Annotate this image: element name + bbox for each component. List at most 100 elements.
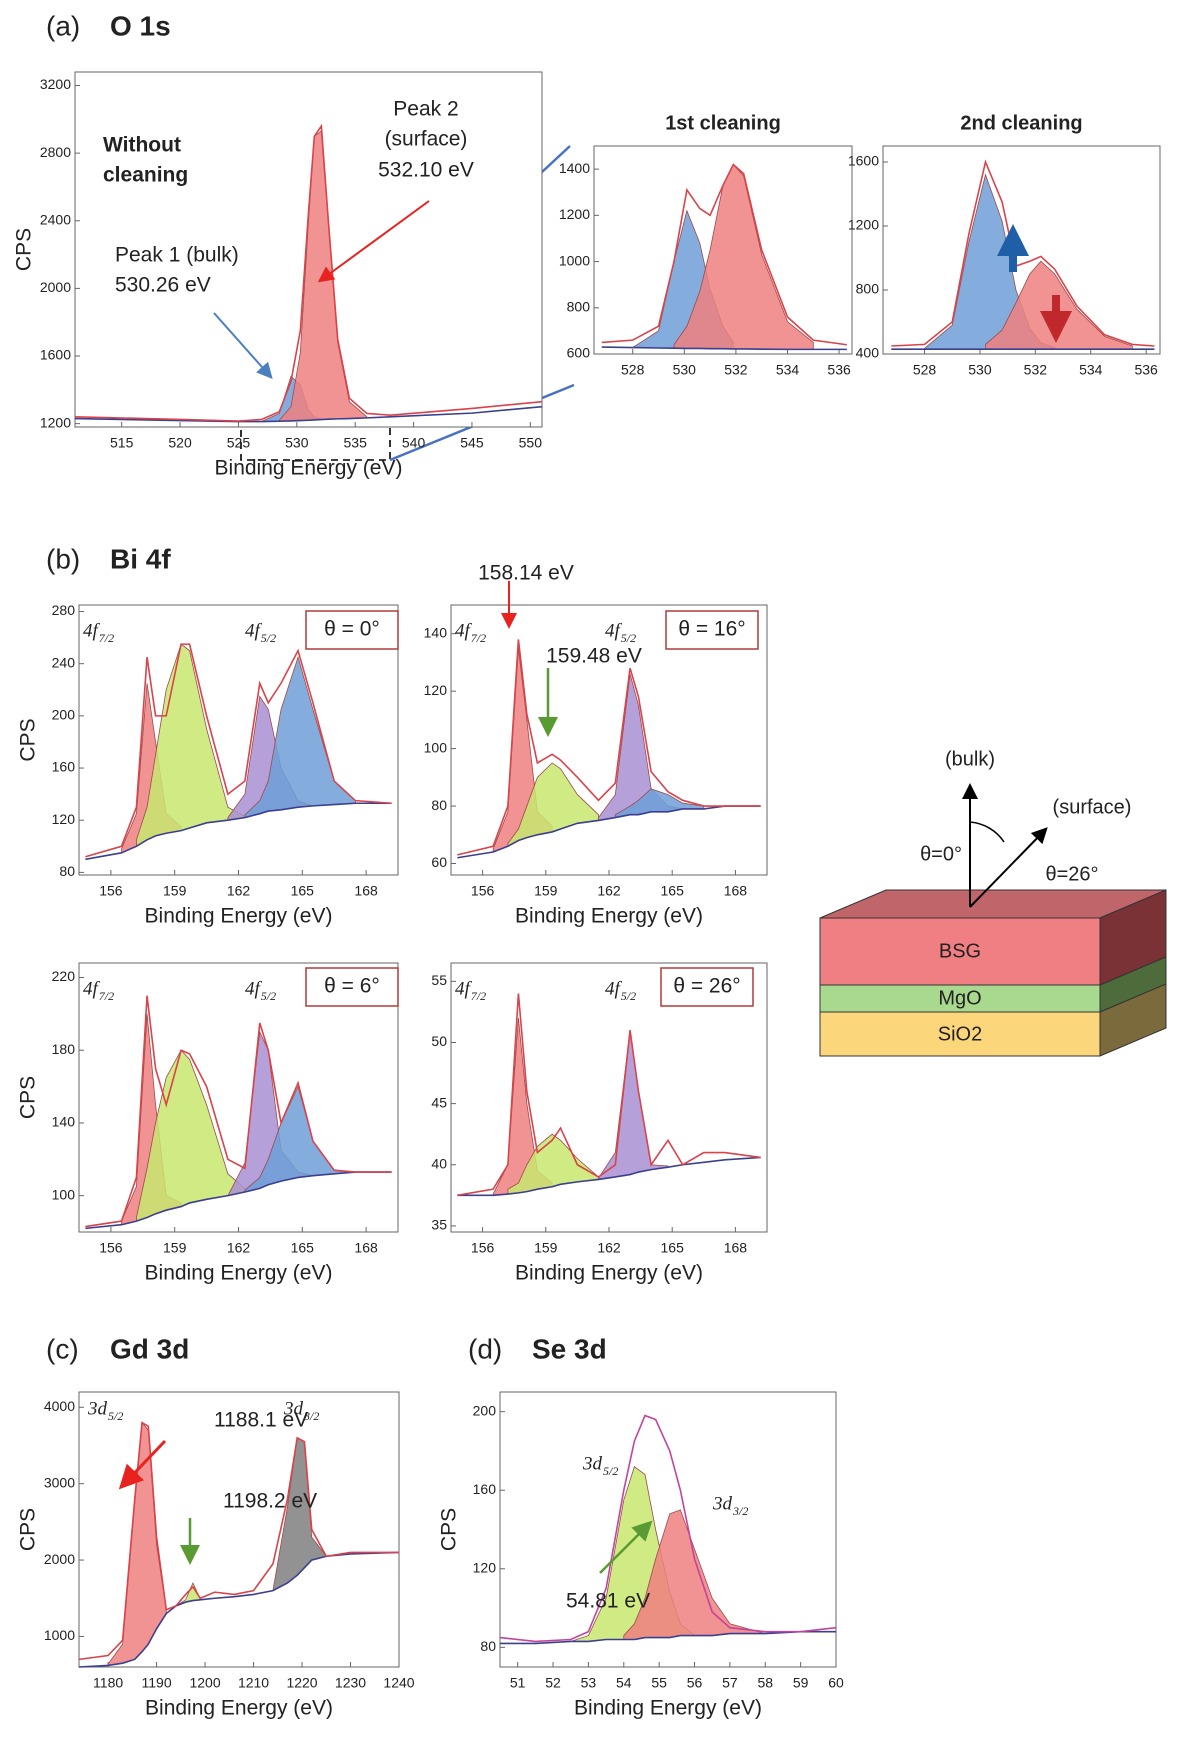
y-tick-label: 1200 [848, 217, 879, 233]
sio2-layer [819, 1011, 1101, 1057]
x-tick-label: 1220 [286, 1675, 317, 1691]
x-tick-label: 156 [471, 883, 495, 899]
theta-label: θ=26° [1045, 863, 1098, 885]
annotation: 159.48 eV [546, 645, 642, 668]
x-tick-label: 58 [757, 1675, 773, 1691]
panel-label: (a) [46, 10, 80, 41]
x-tick-label: 162 [227, 1240, 251, 1256]
bsg-layer [819, 917, 1101, 986]
x-tick-label: 536 [1134, 362, 1158, 378]
x-tick-label: 165 [291, 883, 315, 899]
y-tick-label: 1400 [559, 160, 590, 176]
annotation: 1188.1 eV [214, 1409, 308, 1432]
x-tick-label: 165 [661, 883, 685, 899]
spectrum-line [601, 163, 847, 346]
x-tick-label: 56 [687, 1675, 703, 1691]
x-tick-label: 520 [168, 435, 192, 451]
x-tick-label: 534 [776, 362, 800, 378]
y-tick-label: 2400 [40, 211, 71, 227]
y-tick-label: 55 [431, 972, 447, 988]
bulk-label: (bulk) [945, 748, 995, 770]
panel-label: (d) [468, 1333, 502, 1364]
y-axis-label: CPS [17, 1508, 40, 1551]
x-axis-label: Binding Energy (eV) [215, 457, 403, 480]
y-tick-label: 160 [52, 759, 76, 775]
y-tick-label: 60 [431, 854, 447, 870]
y-tick-label: 3200 [40, 76, 71, 92]
peak-label: 4f [455, 978, 473, 999]
y-tick-label: 140 [52, 1114, 76, 1130]
y-tick-label: 800 [856, 281, 880, 297]
y-tick-label: 220 [52, 968, 76, 984]
y-tick-label: 800 [567, 298, 591, 314]
y-tick-label: 3000 [44, 1474, 75, 1490]
x-tick-label: 1190 [142, 1675, 172, 1691]
x-tick-label: 162 [227, 883, 251, 899]
y-tick-label: 160 [473, 1481, 497, 1497]
x-tick-label: 525 [227, 435, 251, 451]
spectrum-line [85, 995, 392, 1228]
chart-title: 1st cleaning [665, 112, 781, 134]
x-tick-label: 1180 [93, 1675, 123, 1691]
layer-diagram: (bulk) (surface) θ=0° θ=26° BSG MgO SiO2 [819, 748, 1167, 1057]
annotation: 54.81 eV [566, 1590, 650, 1613]
x-tick-label: 545 [460, 435, 484, 451]
x-tick-label: 1240 [383, 1675, 414, 1691]
y-tick-label: 4000 [44, 1398, 75, 1414]
panel-title: O 1s [110, 10, 171, 41]
spectrum-line [78, 1551, 400, 1668]
surface-label: (surface) [1053, 796, 1132, 818]
panel-title: Gd 3d [110, 1333, 189, 1364]
layer-label: BSG [939, 940, 981, 962]
y-tick-label: 120 [52, 811, 76, 827]
spectrum-line [85, 802, 392, 861]
y-tick-label: 400 [856, 345, 880, 361]
x-tick-label: 528 [913, 362, 937, 378]
spectrum-line [891, 159, 1155, 347]
y-tick-label: 280 [52, 602, 76, 618]
spectrum-line [85, 1171, 392, 1230]
x-tick-label: 156 [471, 1240, 495, 1256]
x-tick-label: 1230 [335, 1675, 366, 1691]
x-tick-label: 515 [110, 435, 134, 451]
x-tick-label: 550 [519, 435, 543, 451]
y-tick-label: 120 [424, 682, 448, 698]
y-tick-label: 1000 [44, 1627, 75, 1643]
spectrum-line [74, 123, 543, 422]
annotation: θ = 6° [324, 975, 380, 998]
x-axis-label: Binding Energy (eV) [515, 905, 703, 928]
peak-label-sub: 5/2 [621, 631, 636, 645]
x-tick-label: 165 [661, 1240, 685, 1256]
peak-label: 4f [455, 620, 473, 641]
y-tick-label: 1200 [40, 414, 71, 430]
x-tick-label: 168 [724, 1240, 748, 1256]
x-tick-label: 156 [99, 883, 123, 899]
angle-box [665, 610, 759, 650]
x-tick-label: 159 [163, 883, 187, 899]
x-tick-label: 532 [1024, 362, 1048, 378]
y-tick-label: 2000 [40, 279, 71, 295]
annotation: cleaning [103, 164, 188, 187]
x-tick-label: 60 [828, 1675, 844, 1691]
x-tick-label: 59 [793, 1675, 809, 1691]
peak-label-sub: 7/2 [471, 631, 486, 645]
x-tick-label: 53 [581, 1675, 597, 1691]
peak-label-sub: 3/2 [303, 1409, 319, 1423]
peak-label-sub: 5/2 [261, 989, 276, 1003]
x-tick-label: 168 [354, 1240, 378, 1256]
y-tick-label: 240 [52, 654, 76, 670]
x-tick-label: 540 [402, 435, 426, 451]
peak-label: 4f [245, 978, 263, 999]
y-tick-label: 1000 [559, 252, 590, 268]
annotation: 158.14 eV [478, 562, 574, 585]
x-tick-label: 162 [597, 1240, 621, 1256]
x-tick-label: 530 [673, 362, 697, 378]
x-tick-label: 54 [616, 1675, 632, 1691]
x-tick-label: 1200 [189, 1675, 220, 1691]
peak-label: 4f [605, 978, 623, 999]
peak-label: 4f [605, 620, 623, 641]
theta-label: θ=0° [920, 843, 962, 865]
spectrum-line [457, 639, 761, 856]
spectrum-line [500, 1630, 836, 1645]
